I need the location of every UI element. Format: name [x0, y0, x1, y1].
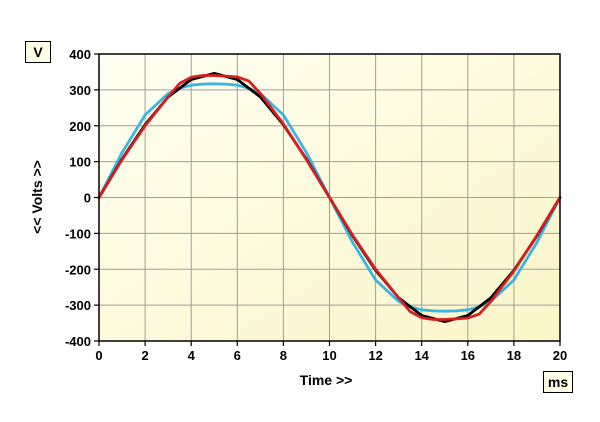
- x-tick-label: 4: [188, 348, 196, 363]
- y-tick-label: 100: [69, 155, 91, 170]
- grid: [99, 54, 560, 341]
- y-tick-label: 300: [69, 83, 91, 98]
- y-tick-label: 0: [84, 191, 91, 206]
- x-tick-label: 20: [553, 348, 567, 363]
- y-tick-label: 200: [69, 119, 91, 134]
- y-tick-label: -200: [65, 262, 91, 277]
- x-axis-label: Time >>: [300, 372, 353, 388]
- x-tick-label: 12: [368, 348, 382, 363]
- y-axis-label: << Volts >>: [29, 160, 45, 234]
- ticks: 0 2 4 6 8 10 12 14 16 18 20 400 300 200 100 0 -100 -200 -3…: [65, 47, 567, 363]
- x-tick-label: 2: [141, 348, 148, 363]
- x-tick-label: 0: [95, 348, 102, 363]
- y-unit-box: V: [25, 41, 51, 63]
- y-tick-label: -100: [65, 226, 91, 241]
- series-layer: [97, 72, 562, 324]
- x-tick-label: 6: [234, 348, 241, 363]
- series-line-3: [97, 74, 562, 321]
- y-tick-label: 400: [69, 47, 91, 62]
- y-tick-label: -400: [65, 334, 91, 349]
- x-tick-label: 18: [507, 348, 521, 363]
- x-unit-box: ms: [543, 371, 573, 393]
- x-tick-label: 10: [322, 348, 336, 363]
- x-tick-label: 8: [280, 348, 287, 363]
- y-tick-label: -300: [65, 298, 91, 313]
- x-tick-label: 14: [414, 348, 429, 363]
- x-tick-label: 16: [461, 348, 475, 363]
